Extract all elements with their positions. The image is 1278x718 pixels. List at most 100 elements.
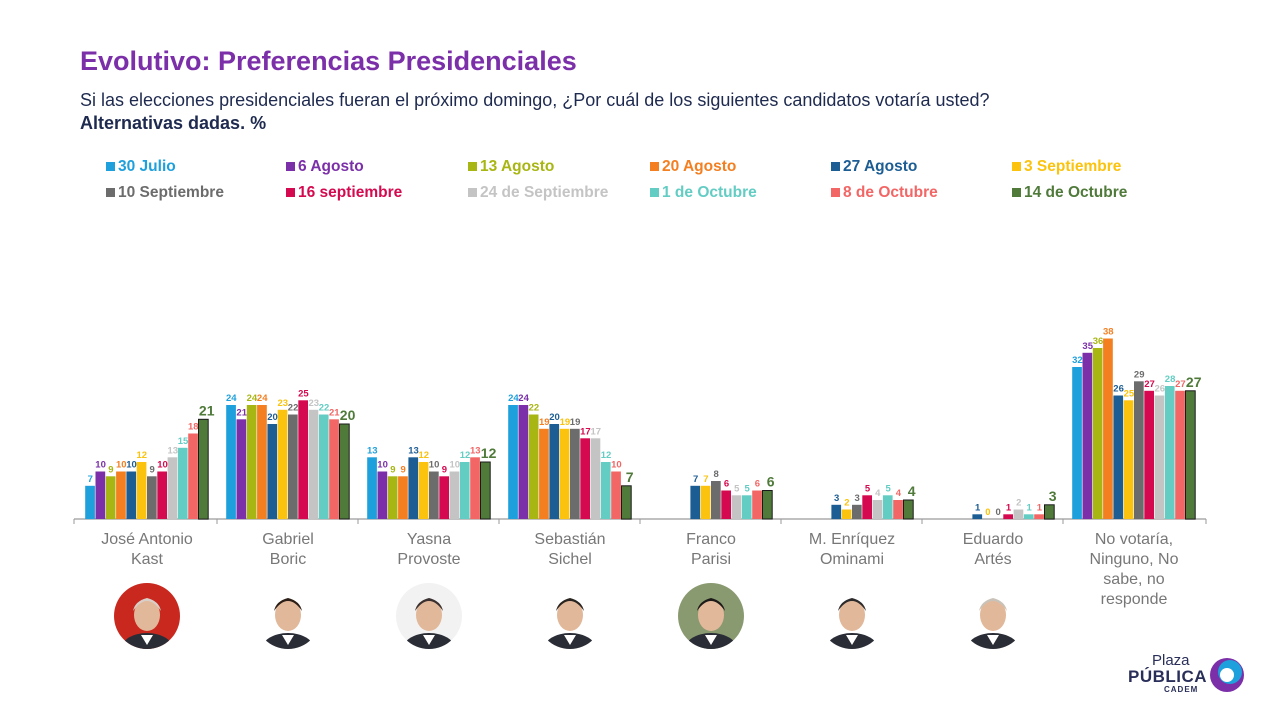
bar <box>528 414 539 519</box>
bar <box>470 457 480 520</box>
question-text: Si las elecciones presidenciales fueran … <box>80 90 990 110</box>
bar <box>429 471 439 519</box>
legend-swatch <box>650 188 659 198</box>
bar <box>600 462 611 519</box>
legend-item: 30 Julio <box>106 158 176 176</box>
data-label: 1 <box>1026 502 1032 513</box>
legend-label: 10 Septiembre <box>118 184 224 201</box>
data-label: 10 <box>377 460 388 471</box>
bar <box>1034 514 1044 520</box>
person-photo-icon <box>819 583 885 649</box>
legend-item: 8 de Octubre <box>831 184 938 202</box>
data-label: 12 <box>137 450 148 461</box>
data-label: 9 <box>401 464 406 475</box>
data-label: 0 <box>995 507 1000 518</box>
data-label: 25 <box>1124 388 1135 399</box>
bar <box>580 438 590 520</box>
data-label: 20 <box>340 407 356 423</box>
legend-item: 24 de Septiembre <box>468 184 608 202</box>
data-label: 10 <box>611 460 622 471</box>
data-label: 19 <box>560 417 571 428</box>
category-label: Eduardo Artés <box>962 531 1024 568</box>
category-label: Gabriel Boric <box>262 531 314 568</box>
data-label: 7 <box>626 469 634 485</box>
bar <box>418 462 429 519</box>
legend-item: 20 Agosto <box>650 158 736 176</box>
bar <box>539 428 549 520</box>
bar <box>387 476 398 520</box>
data-label: 10 <box>95 460 106 471</box>
data-label: 26 <box>1155 384 1166 395</box>
bar <box>1082 352 1093 520</box>
bar <box>590 438 601 520</box>
bar <box>518 405 529 519</box>
legend-item: 10 Septiembre <box>106 184 224 202</box>
bar <box>862 495 872 520</box>
bar <box>277 409 288 520</box>
bar <box>105 476 116 520</box>
bar <box>1175 390 1185 520</box>
data-label: 6 <box>767 474 775 490</box>
bar <box>893 500 903 519</box>
data-label: 15 <box>178 436 189 447</box>
data-label: 8 <box>713 469 718 480</box>
legend-swatch <box>106 188 115 198</box>
bar <box>903 499 914 520</box>
legend-swatch <box>831 162 840 172</box>
bar <box>852 504 862 520</box>
legend-swatch <box>468 188 477 198</box>
legend-swatch <box>106 162 115 172</box>
data-label: 13 <box>168 445 179 456</box>
bar <box>288 414 298 519</box>
bar <box>711 481 721 519</box>
legend-swatch <box>1012 162 1021 172</box>
plaza-publica-cadem-logo: Plaza PÚBLICA CADEM <box>1126 652 1256 702</box>
data-label: 10 <box>429 460 440 471</box>
bar <box>329 419 339 520</box>
bar <box>1113 395 1124 519</box>
bar <box>1103 338 1113 519</box>
data-label: 10 <box>116 460 127 471</box>
data-label: 6 <box>724 479 729 490</box>
data-label: 12 <box>481 445 497 461</box>
data-label: 5 <box>744 483 750 494</box>
data-label: 24 <box>508 393 519 404</box>
legend-label: 30 Julio <box>118 158 176 175</box>
data-label: 19 <box>539 417 550 428</box>
data-label: 13 <box>470 445 481 456</box>
category-label: Franco Parisi <box>686 531 736 568</box>
bar <box>85 485 95 520</box>
data-label: 5 <box>734 483 740 494</box>
bar <box>236 419 247 520</box>
logo-text-plaza: Plaza <box>1152 652 1190 669</box>
data-label: 27 <box>1175 379 1186 390</box>
data-label: 24 <box>226 393 237 404</box>
legend-swatch <box>286 188 295 198</box>
bar <box>167 457 178 520</box>
data-label: 7 <box>693 474 698 485</box>
data-label: 22 <box>319 403 330 414</box>
bar <box>318 414 329 519</box>
person-photo-icon <box>114 583 180 649</box>
bar <box>700 485 711 520</box>
bar <box>126 471 137 519</box>
data-label: 38 <box>1103 327 1114 338</box>
data-label: 20 <box>267 412 278 423</box>
bar <box>339 423 350 520</box>
bar <box>621 485 632 520</box>
data-label: 6 <box>755 479 760 490</box>
bar <box>741 495 752 520</box>
bar <box>762 490 773 520</box>
bar <box>157 471 167 519</box>
bar <box>147 476 157 520</box>
bar <box>508 405 518 519</box>
bar <box>198 418 209 520</box>
data-label: 7 <box>703 474 708 485</box>
legend-label: 27 Agosto <box>843 158 918 175</box>
bar <box>398 476 408 520</box>
bar <box>882 495 893 520</box>
person-photo-icon <box>396 583 462 649</box>
bar <box>449 471 460 519</box>
bar <box>459 462 470 519</box>
logo-text-cadem: CADEM <box>1164 685 1199 694</box>
